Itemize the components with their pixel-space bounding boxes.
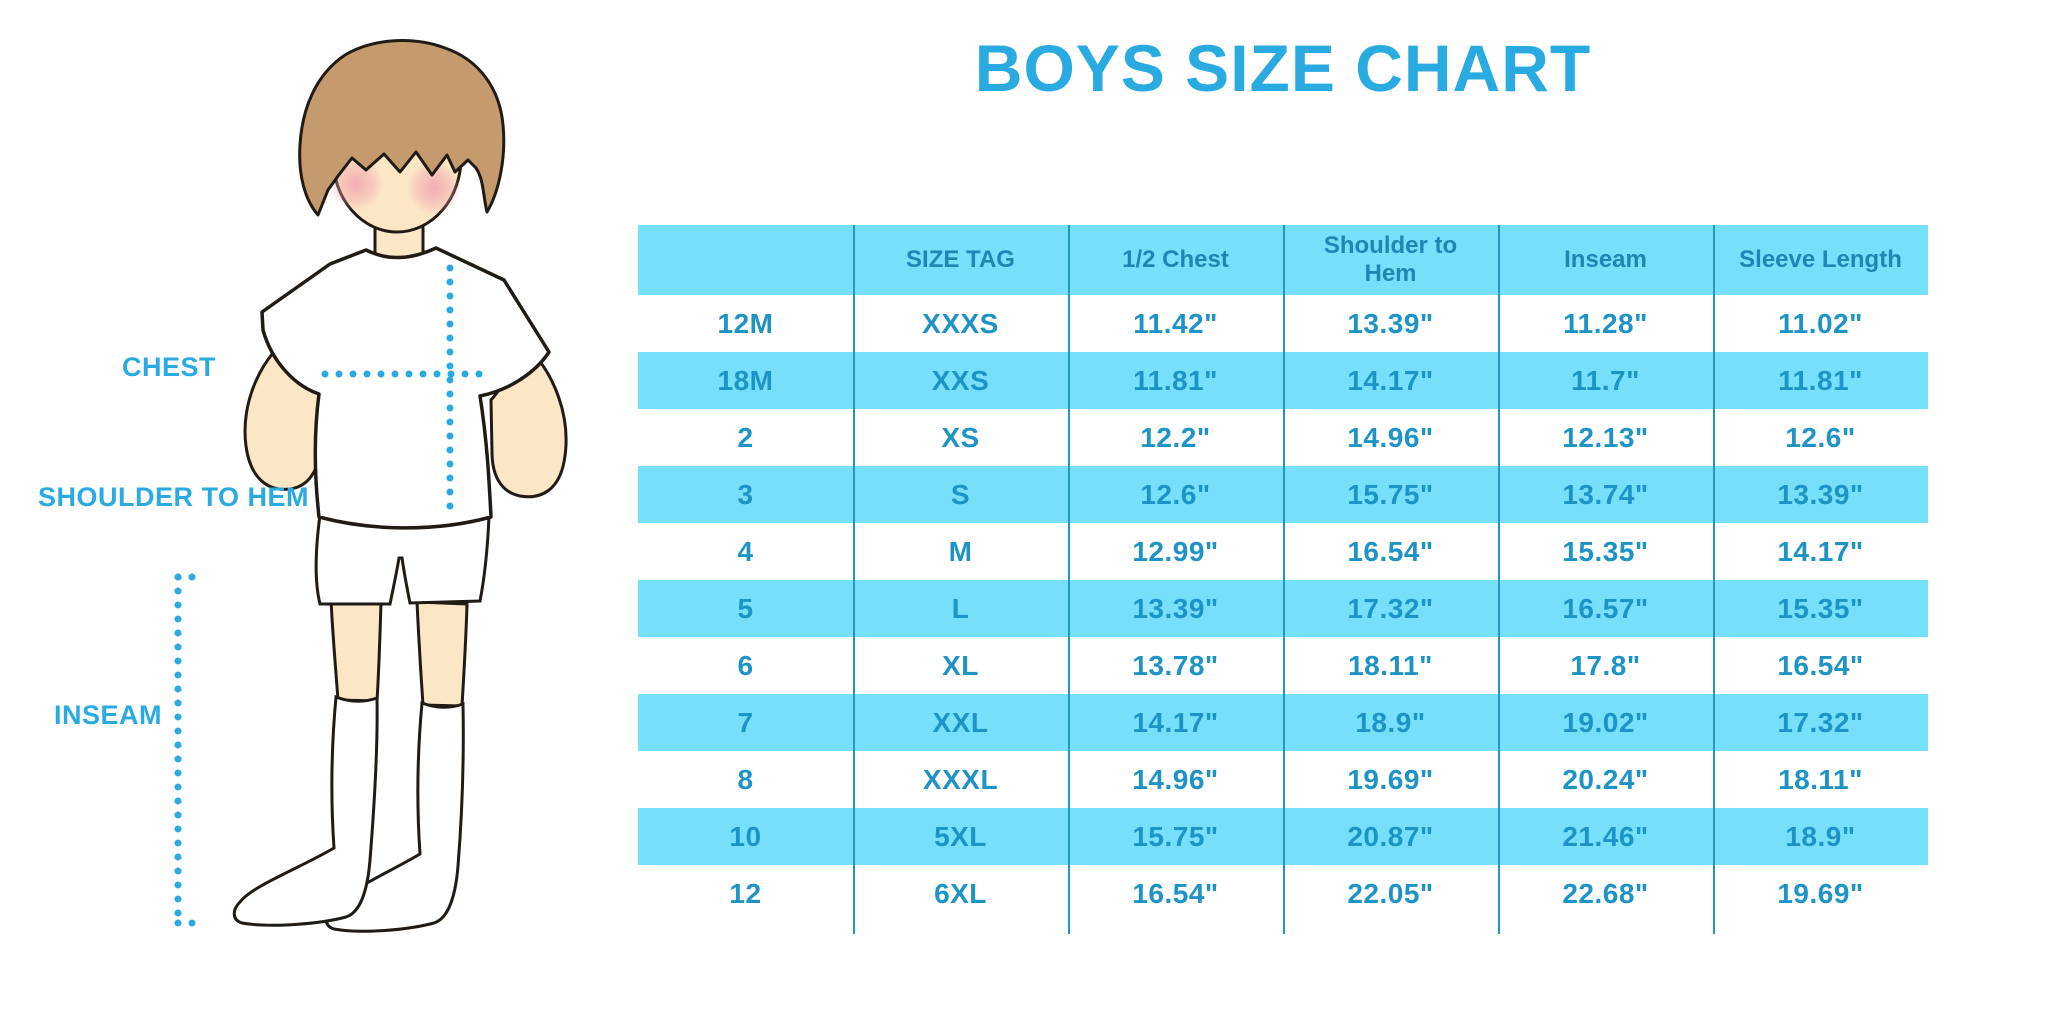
table-cell: M xyxy=(948,535,973,567)
table-cell: 12.99" xyxy=(1132,535,1219,567)
table-cell: 19.69" xyxy=(1777,877,1864,909)
table-cell: 11.02" xyxy=(1778,307,1863,339)
header-cell: SIZE TAG xyxy=(906,246,1015,274)
left-sock xyxy=(232,694,379,927)
table-cell: S xyxy=(950,478,971,510)
inseam-label: INSEAM xyxy=(54,700,163,730)
table-cell: 17.32" xyxy=(1347,592,1434,624)
column-divider xyxy=(1283,225,1285,934)
left-leg xyxy=(329,598,383,703)
table-cell: 8 xyxy=(737,763,754,795)
boy-illustration: CHEST SHOULDER TO HEM INSEAM xyxy=(0,0,620,1024)
table-cell: 14.17" xyxy=(1132,706,1219,738)
table-cell: 11.81" xyxy=(1778,364,1863,396)
column-divider xyxy=(1068,225,1070,934)
measurement-lines xyxy=(174,264,493,927)
table-cell: XS xyxy=(941,421,980,453)
table-cell: 14.17" xyxy=(1347,364,1434,396)
table-cell: 14.96" xyxy=(1132,763,1219,795)
table-cell: 6 xyxy=(737,649,754,681)
header-cell: 1/2 Chest xyxy=(1122,246,1229,274)
table-cell: 6XL xyxy=(934,877,987,909)
t-shirt xyxy=(260,246,551,530)
table-cell: 18.9" xyxy=(1785,820,1856,852)
shoulder-to-hem-label: SHOULDER TO HEM xyxy=(38,482,310,512)
table-cell: 12M xyxy=(717,307,774,339)
table-cell: 16.54" xyxy=(1132,877,1219,909)
table-cell: 11.42" xyxy=(1133,307,1218,339)
table-cell: XXXL xyxy=(922,763,999,795)
boy-figure-svg xyxy=(174,39,568,933)
table-cell: 22.68" xyxy=(1562,877,1649,909)
table-cell: 14.96" xyxy=(1347,421,1434,453)
header-cell: Sleeve Length xyxy=(1739,246,1902,274)
table-cell: 17.32" xyxy=(1777,706,1864,738)
table-cell: 13.78" xyxy=(1132,649,1219,681)
size-table: SIZE TAG 1/2 Chest Shoulder to Hem Inseam Sl… xyxy=(638,225,1928,934)
table-cell: XL xyxy=(942,649,979,681)
table-cell: 13.39" xyxy=(1347,307,1434,339)
table-cell: 2 xyxy=(737,421,754,453)
table-cell: 5XL xyxy=(934,820,987,852)
right-leg xyxy=(415,600,469,708)
table-cell: 18.9" xyxy=(1355,706,1426,738)
column-divider xyxy=(1498,225,1500,934)
table-cell: 11.28" xyxy=(1563,307,1648,339)
table-cell: 13.39" xyxy=(1132,592,1219,624)
table-cell: 22.05" xyxy=(1347,877,1434,909)
table-cell: 12.6" xyxy=(1785,421,1856,453)
table-cell: 18.11" xyxy=(1778,763,1863,795)
table-cell: 3 xyxy=(737,478,754,510)
table-cell: 18.11" xyxy=(1348,649,1433,681)
right-cheek xyxy=(407,161,461,215)
table-cell: 16.57" xyxy=(1562,592,1649,624)
table-cell: 13.74" xyxy=(1562,478,1649,510)
table-cell: 15.35" xyxy=(1777,592,1864,624)
page-title: BOYS SIZE CHART xyxy=(974,31,1592,105)
table-cell: XXL xyxy=(932,706,989,738)
header-cell: Inseam xyxy=(1564,246,1647,274)
table-cell: 15.75" xyxy=(1347,478,1434,510)
table-cell: 7 xyxy=(737,706,754,738)
table-cell: 12.2" xyxy=(1140,421,1211,453)
table-cell: 13.39" xyxy=(1777,478,1864,510)
table-cell: XXS xyxy=(931,364,990,396)
chest-label: CHEST xyxy=(122,352,217,382)
header-cell xyxy=(638,225,853,295)
table-cell: 19.02" xyxy=(1562,706,1649,738)
table-cell: 15.35" xyxy=(1562,535,1649,567)
table-cell: L xyxy=(951,592,970,624)
column-divider xyxy=(853,225,855,934)
table-cell: 16.54" xyxy=(1347,535,1434,567)
header-cell: Shoulder to Hem xyxy=(1323,232,1458,287)
table-cell: 14.17" xyxy=(1777,535,1864,567)
table-cell: 21.46" xyxy=(1562,820,1649,852)
right-sock xyxy=(324,700,465,933)
table-cell: 12.6" xyxy=(1140,478,1211,510)
table-cell: 20.87" xyxy=(1347,820,1434,852)
table-cell: 4 xyxy=(737,535,754,567)
table-cell: 17.8" xyxy=(1570,649,1641,681)
table-cell: 12 xyxy=(729,877,762,909)
table-cell: 20.24" xyxy=(1562,763,1649,795)
table-cell: 16.54" xyxy=(1777,649,1864,681)
table-cell: 12.13" xyxy=(1562,421,1649,453)
table-cell: 19.69" xyxy=(1347,763,1434,795)
table-cell: 10 xyxy=(729,820,762,852)
table-cell: 11.81" xyxy=(1133,364,1218,396)
table-cell: 11.7" xyxy=(1571,364,1640,396)
table-cell: 5 xyxy=(737,592,754,624)
table-cell: XXXS xyxy=(922,307,999,339)
column-divider xyxy=(1713,225,1715,934)
table-cell: 15.75" xyxy=(1132,820,1219,852)
table-cell: 18M xyxy=(717,364,774,396)
hair xyxy=(298,39,506,217)
